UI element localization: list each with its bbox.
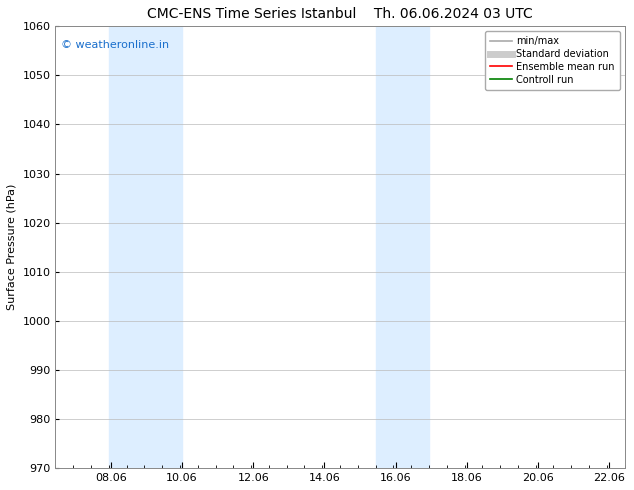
Bar (109, 26, 182, 468)
Y-axis label: Surface Pressure (hPa): Surface Pressure (hPa) (7, 184, 17, 311)
Bar (375, 26, 429, 468)
Text: © weatheronline.in: © weatheronline.in (61, 40, 169, 49)
Legend: min/max, Standard deviation, Ensemble mean run, Controll run: min/max, Standard deviation, Ensemble me… (485, 31, 620, 90)
Title: CMC-ENS Time Series Istanbul    Th. 06.06.2024 03 UTC: CMC-ENS Time Series Istanbul Th. 06.06.2… (147, 7, 533, 21)
